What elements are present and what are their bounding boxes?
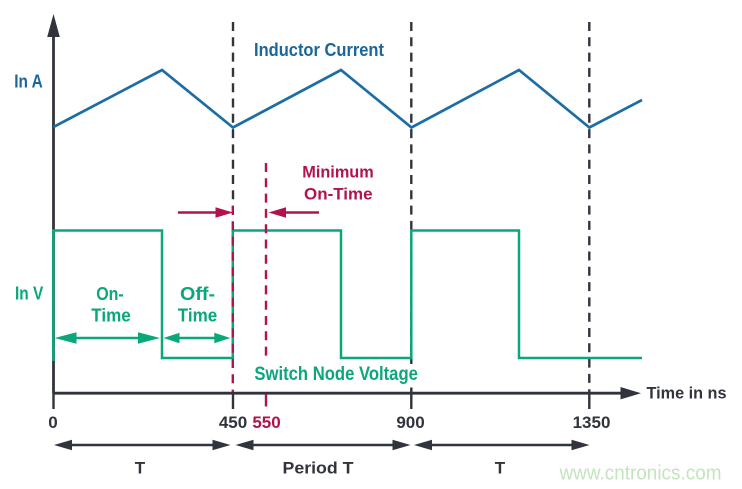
svg-text:On-: On- xyxy=(96,284,124,304)
svg-text:Time: Time xyxy=(178,306,218,326)
svg-text:1350: 1350 xyxy=(573,413,611,432)
svg-text:In V: In V xyxy=(15,283,43,303)
svg-text:On-Time: On-Time xyxy=(304,185,373,204)
svg-text:900: 900 xyxy=(396,413,424,432)
svg-text:Inductor Current: Inductor Current xyxy=(254,39,384,60)
svg-text:T: T xyxy=(495,459,506,478)
svg-text:550: 550 xyxy=(252,413,280,432)
svg-text:Period T: Period T xyxy=(283,458,355,477)
svg-text:Off-: Off- xyxy=(180,284,215,304)
svg-text:0: 0 xyxy=(48,413,57,432)
svg-text:In A: In A xyxy=(14,71,43,91)
svg-text:Switch Node Voltage: Switch Node Voltage xyxy=(254,364,418,385)
svg-text:Minimum: Minimum xyxy=(302,163,374,182)
svg-text:www.cntronics.com: www.cntronics.com xyxy=(559,462,722,485)
svg-text:Time in ns: Time in ns xyxy=(647,383,727,402)
svg-text:T: T xyxy=(135,459,146,478)
svg-text:Time: Time xyxy=(91,306,131,326)
svg-text:450: 450 xyxy=(219,413,247,432)
